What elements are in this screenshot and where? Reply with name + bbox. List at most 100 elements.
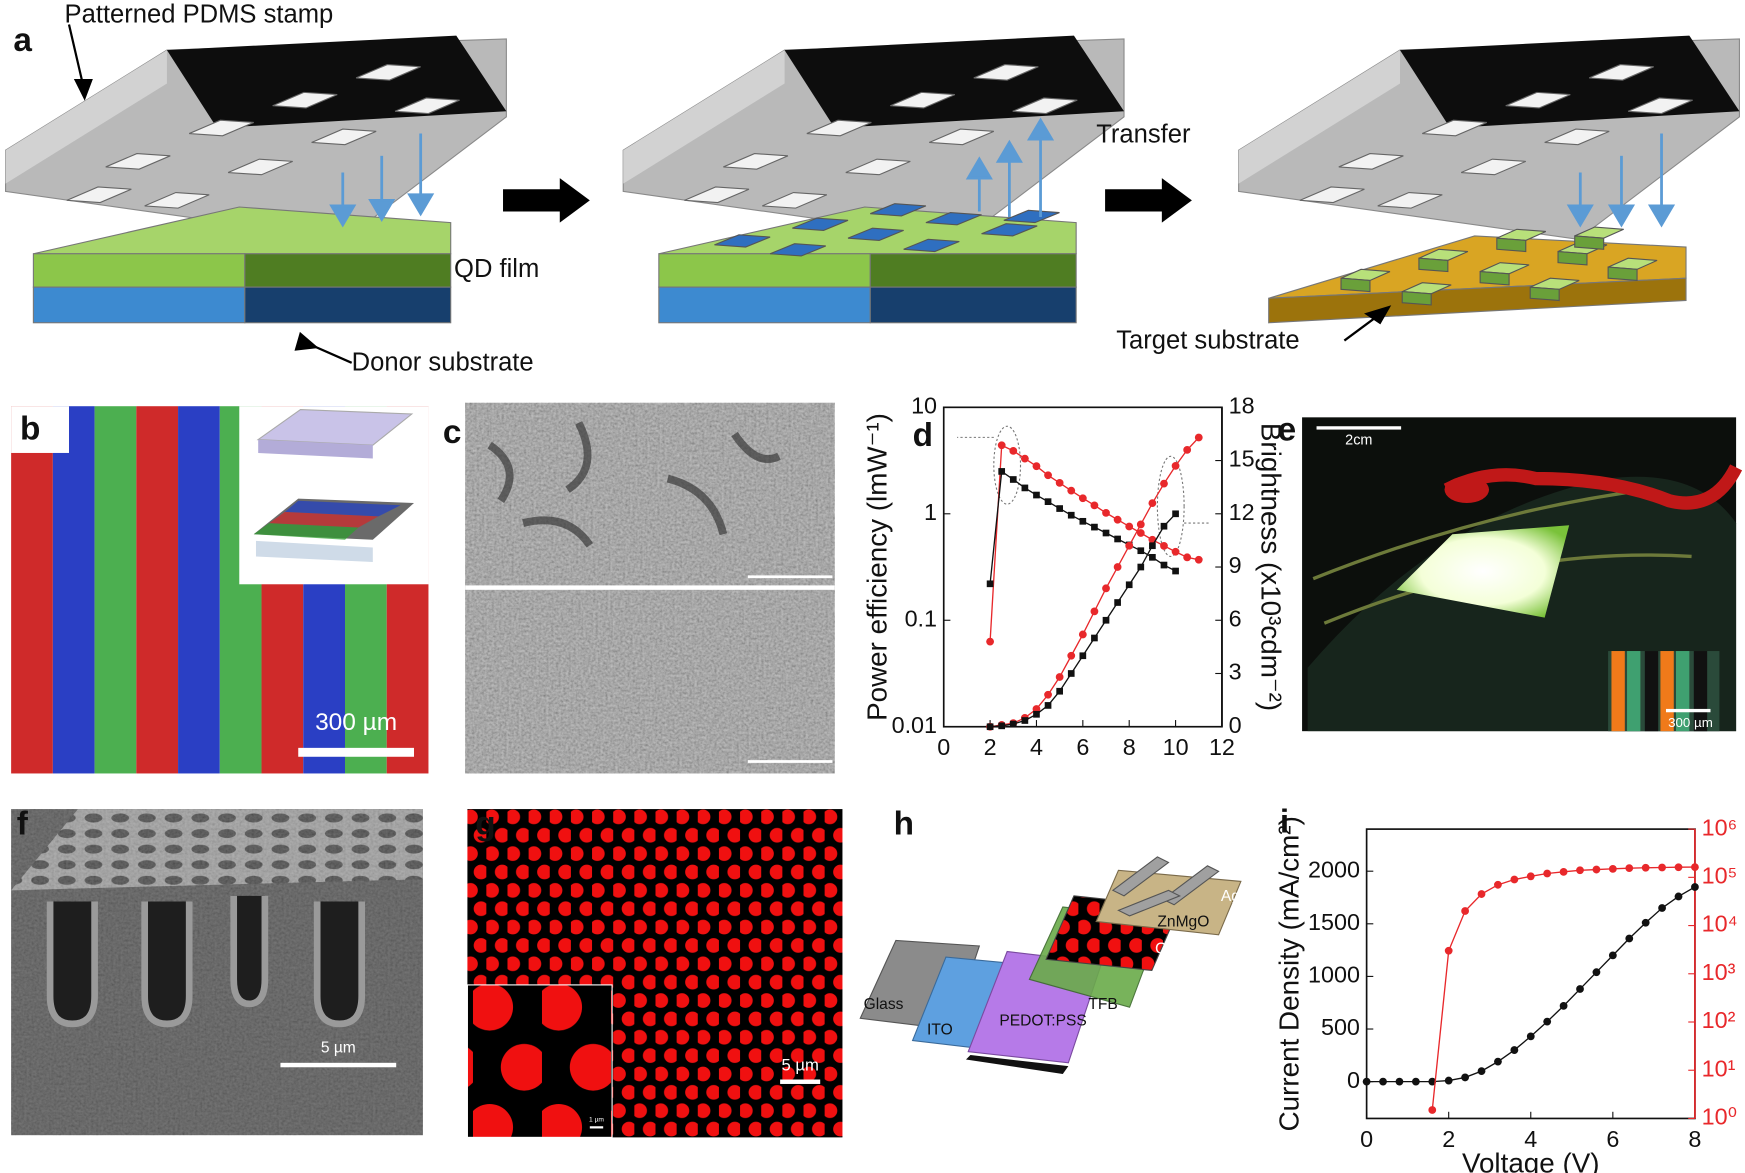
donor-slab-patterned-rect: [658, 286, 871, 324]
marker: [1526, 1032, 1535, 1041]
x-tick-label: 2: [1442, 1126, 1455, 1152]
y2-tick-label: 10⁰: [1702, 1104, 1737, 1130]
marker: [1543, 1017, 1552, 1026]
callouts-line: [1343, 317, 1376, 342]
transferred-hole: [792, 217, 849, 231]
marker: [1137, 547, 1145, 555]
panel-g: 1 µm 5 µm: [466, 809, 843, 1138]
marker: [1625, 864, 1634, 873]
stripe-inset-polygon: [255, 540, 373, 563]
y2-tick-label: 3: [1229, 659, 1242, 685]
stripe: [11, 406, 53, 774]
series-line: [1431, 866, 1695, 1111]
marker: [1477, 1067, 1486, 1076]
y-tick-label: 1: [924, 499, 937, 525]
panel-c-rect: [465, 585, 835, 590]
panel-f-rect: [280, 1062, 397, 1068]
stripe-inset: [253, 408, 414, 563]
y2-tick-label: 10²: [1702, 1007, 1736, 1033]
panel-e-rect: [1665, 708, 1711, 713]
marker: [1032, 462, 1041, 471]
target-slab-g: [1340, 226, 1658, 306]
donor-slab: [32, 206, 452, 324]
x-tick-label: 0: [937, 734, 950, 760]
y2-tick-label: 10⁴: [1702, 911, 1738, 937]
blue-arrows-polygon: [965, 156, 993, 180]
figure-text: e: [1278, 412, 1297, 449]
panel-f-text: 5 µm: [321, 1039, 356, 1056]
marker: [1379, 1077, 1387, 1086]
panel-a-text: Donor substrate: [352, 349, 534, 377]
transferred-hole: [870, 203, 927, 217]
marker: [1113, 563, 1122, 571]
y2-axis-label: Brightness (x10³cdm⁻²): [1255, 423, 1286, 711]
marker: [1171, 547, 1180, 556]
callouts: [67, 24, 1392, 364]
qd-pixel-side: [1529, 286, 1560, 302]
marker: [1009, 720, 1017, 728]
panel-e-path: [1443, 464, 1743, 510]
stripe: [52, 406, 95, 774]
process-arrow: [1105, 178, 1192, 223]
marker: [1183, 446, 1192, 454]
figure-text: i: [1280, 803, 1289, 840]
trenches-path: [313, 901, 366, 1028]
figure-text: g: [475, 806, 495, 843]
x-tick-label: 12: [1209, 734, 1235, 760]
marker: [1461, 907, 1470, 915]
trenches-path: [46, 901, 98, 1028]
x-tick-label: 10: [1163, 734, 1189, 760]
marker: [1526, 872, 1535, 881]
marker: [1125, 541, 1134, 550]
marker: [1171, 461, 1180, 470]
marker: [1160, 541, 1168, 550]
y2-tick-label: 10⁵: [1702, 863, 1738, 889]
marker: [1494, 880, 1502, 889]
marker: [1090, 607, 1099, 616]
marker: [998, 722, 1006, 730]
process-arrow: [503, 178, 590, 223]
x-tick-label: 4: [1524, 1126, 1537, 1152]
donor-slab-patterned-rect: [869, 253, 1077, 288]
figure-text: f: [17, 806, 29, 843]
marker: [1067, 511, 1075, 519]
marker: [1691, 863, 1699, 871]
panel-e-text: 300 µm: [1668, 715, 1713, 730]
trenches: [46, 895, 366, 1028]
marker: [1067, 486, 1076, 495]
y-tick-label: 0: [1347, 1067, 1360, 1093]
panel-h-text: PEDOT:PSS: [999, 1013, 1086, 1030]
panel-b: 300 µm: [11, 406, 429, 774]
y2-tick-label: 15: [1229, 446, 1255, 472]
marker: [1078, 630, 1087, 639]
marker: [1044, 471, 1052, 480]
x-tick-label: 6: [1606, 1126, 1619, 1152]
marker: [1576, 866, 1584, 875]
x-tick-label: 8: [1123, 734, 1136, 760]
donor-slab-rect: [32, 253, 246, 288]
marker: [1592, 865, 1601, 874]
marker: [1658, 904, 1666, 912]
marker: [1576, 985, 1584, 993]
blue-arrows-polygon: [1026, 117, 1055, 141]
marker: [1592, 968, 1601, 977]
stripe-inset-polygon: [284, 500, 401, 517]
marker: [1194, 433, 1203, 442]
marker: [1091, 523, 1098, 531]
panel-a-text: Patterned PDMS stamp: [65, 0, 334, 28]
panel-b-text: 300 µm: [315, 709, 397, 736]
marker: [1113, 515, 1122, 524]
marker: [1125, 581, 1133, 589]
y2-tick-label: 12: [1229, 499, 1255, 525]
transferred-hole: [1003, 209, 1060, 224]
panel-e: 2cm 300 µm: [1302, 417, 1743, 732]
marker: [1691, 883, 1699, 891]
marker: [1137, 563, 1145, 571]
marker: [1608, 951, 1617, 960]
qd-pixel-side: [1607, 266, 1638, 282]
marker: [1444, 946, 1453, 955]
marker: [1608, 864, 1617, 873]
figure-text: d: [913, 417, 933, 454]
